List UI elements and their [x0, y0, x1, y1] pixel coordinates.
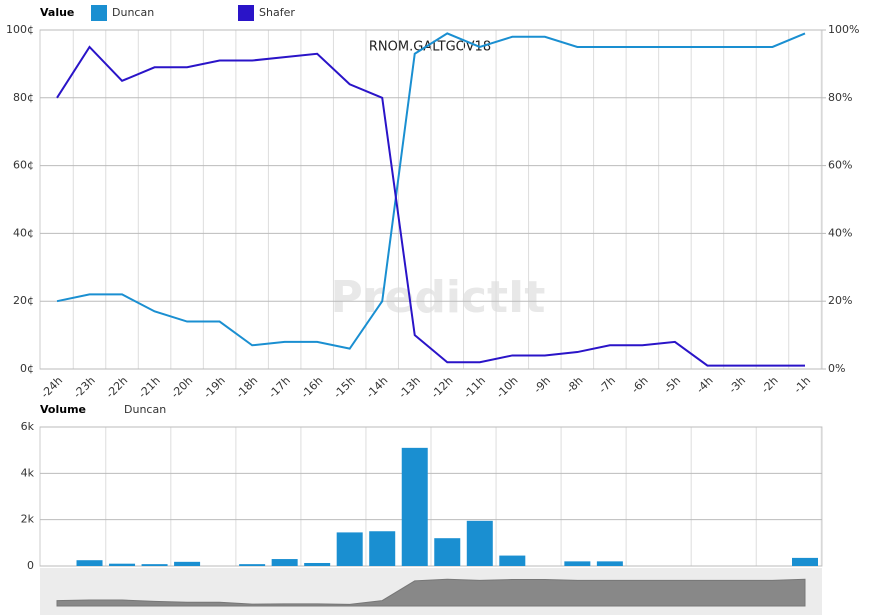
x-tick-label: -11h — [461, 374, 488, 401]
legend-label: Shafer — [259, 6, 295, 19]
x-tick-label: -22h — [103, 374, 130, 401]
bar — [434, 538, 461, 566]
x-tick-label: -10h — [494, 374, 521, 401]
annotation: RNOM.GALTGOV18 — [369, 40, 491, 55]
x-tick-label: -2h — [759, 374, 781, 396]
y-tick-label: 80¢ — [13, 91, 34, 104]
x-tick-label: -13h — [396, 374, 423, 401]
x-tick-label: -5h — [661, 374, 683, 396]
legend-label: Duncan — [124, 403, 166, 416]
y2-tick-label: 60% — [828, 159, 852, 172]
bar — [174, 561, 201, 566]
legend-swatch — [238, 5, 254, 21]
bar — [271, 559, 298, 566]
x-tick-label: -9h — [531, 374, 553, 396]
y-tick-label: 4k — [21, 466, 35, 479]
y-tick-label: 100¢ — [6, 23, 34, 36]
bar — [239, 564, 266, 566]
x-tick-label: -19h — [201, 374, 228, 401]
line-series — [56, 45, 805, 367]
volume-header: Volume — [40, 403, 86, 416]
x-tick-label: -8h — [564, 374, 586, 396]
bar — [564, 561, 591, 566]
legend-swatch — [91, 5, 107, 21]
x-tick-label: -16h — [299, 374, 326, 401]
x-tick-label: -20h — [168, 374, 195, 401]
x-tick-label: -15h — [331, 374, 358, 401]
y-tick-label: 0 — [27, 559, 34, 572]
y2-tick-label: 20% — [828, 294, 852, 307]
bar — [141, 564, 168, 566]
x-tick-label: -24h — [38, 374, 65, 401]
y2-tick-label: 0% — [828, 362, 845, 375]
bar — [499, 555, 526, 566]
x-tick-label: -23h — [71, 374, 98, 401]
bar — [109, 563, 136, 566]
x-tick-label: -1h — [791, 374, 813, 396]
watermark: PredictIt — [331, 272, 546, 323]
bar — [304, 562, 331, 566]
x-tick-label: -12h — [429, 374, 456, 401]
bar — [401, 447, 428, 566]
bar — [466, 520, 493, 566]
line-series — [56, 32, 806, 350]
x-tick-label: -6h — [629, 374, 651, 396]
bar — [596, 561, 623, 566]
x-tick-label: -3h — [726, 374, 748, 396]
y2-tick-label: 100% — [828, 23, 859, 36]
x-tick-label: -4h — [694, 374, 716, 396]
y-tick-label: 6k — [21, 420, 35, 433]
bar — [369, 531, 396, 566]
bar — [792, 557, 818, 566]
x-tick-label: -14h — [364, 374, 391, 401]
x-tick-label: -18h — [234, 374, 261, 401]
x-tick-label: -21h — [136, 374, 163, 401]
y2-tick-label: 40% — [828, 226, 852, 239]
y-tick-label: 40¢ — [13, 226, 34, 239]
legend-label: Duncan — [112, 6, 154, 19]
x-tick-label: -17h — [266, 374, 293, 401]
navigator-area — [56, 578, 806, 607]
bar — [336, 532, 363, 566]
y-tick-label: 20¢ — [13, 294, 34, 307]
y2-tick-label: 80% — [828, 91, 852, 104]
x-tick-label: -7h — [596, 374, 618, 396]
y-tick-label: 0¢ — [20, 362, 34, 375]
y-tick-label: 2k — [21, 513, 35, 526]
bar — [76, 560, 103, 566]
value-header: Value — [40, 6, 74, 19]
y-tick-label: 60¢ — [13, 159, 34, 172]
